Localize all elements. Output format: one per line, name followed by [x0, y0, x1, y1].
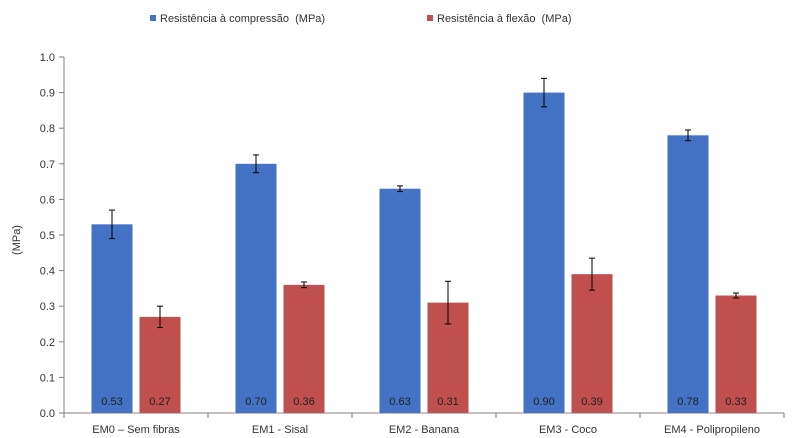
bar: [91, 224, 133, 413]
data-label: 0.33: [725, 396, 746, 408]
bar: [667, 135, 709, 413]
y-tick-label: 1.0: [40, 52, 55, 64]
legend-label: Resistência à compressão (MPa): [160, 13, 325, 25]
legend-swatch: [150, 15, 156, 21]
bar: [523, 92, 565, 413]
bar: [139, 316, 181, 413]
data-label: 0.31: [437, 396, 458, 408]
bar: [283, 284, 325, 413]
data-label: 0.36: [293, 396, 314, 408]
y-tick-label: 0.6: [40, 194, 55, 206]
x-tick-label: EM2 - Banana: [389, 424, 460, 436]
data-label: 0.27: [149, 396, 170, 408]
y-tick-label: 0.0: [40, 408, 55, 420]
y-axis-title: (MPa): [11, 225, 23, 255]
y-axis: 0.0 0.1 0.2 0.3 0.4 0.5 0.6 0.7 0.8 0.9 1.0: [40, 52, 65, 420]
data-label: 0.90: [533, 396, 554, 408]
y-tick-label: 0.3: [40, 301, 55, 313]
x-axis: EM0 – Sem fibras EM1 - Sisal EM2 - Banana E…: [63, 412, 785, 436]
y-tick-label: 0.8: [40, 123, 55, 135]
bar-group: 0.63: [379, 185, 421, 413]
bar-group: 0.39: [571, 257, 613, 413]
y-tick-label: 0.5: [40, 230, 55, 242]
bar-group: 0.36: [283, 281, 325, 413]
bar-group: 0.70: [235, 154, 277, 413]
bar-group: 0.53: [91, 209, 133, 413]
bar-group: 0.31: [427, 280, 469, 413]
data-label: 0.53: [101, 396, 122, 408]
bar-group: 0.90: [523, 77, 565, 413]
y-tick-label: 0.7: [40, 159, 55, 171]
x-tick-label: EM4 - Polipropileno: [664, 424, 760, 436]
y-tick-label: 0.2: [40, 337, 55, 349]
bar-group: 0.78: [667, 129, 709, 413]
x-tick-label: EM3 - Coco: [539, 424, 597, 436]
bar: [235, 163, 277, 413]
y-tick-label: 0.9: [40, 88, 55, 100]
data-label: 0.39: [581, 396, 602, 408]
bar-group: 0.27: [139, 305, 181, 413]
bars: 0.53 0.27 0.70 0.36 0.63 0.31 0.90 0.39 0.78 0.33: [91, 77, 757, 413]
bar-group: 0.33: [715, 292, 757, 413]
bar: [379, 188, 421, 413]
data-label: 0.63: [389, 396, 410, 408]
data-label: 0.78: [677, 396, 698, 408]
data-label: 0.70: [245, 396, 266, 408]
bar: [571, 274, 613, 413]
legend-label: Resistência à flexão (MPa): [437, 13, 572, 25]
y-tick-label: 0.4: [40, 266, 55, 278]
y-tick-label: 0.1: [40, 372, 55, 384]
bar: [715, 295, 757, 413]
legend: Resistência à compressão (MPa) Resistênci…: [150, 13, 572, 25]
x-tick-label: EM1 - Sisal: [252, 424, 308, 436]
legend-swatch: [427, 15, 433, 21]
x-tick-label: EM0 – Sem fibras: [92, 424, 180, 436]
